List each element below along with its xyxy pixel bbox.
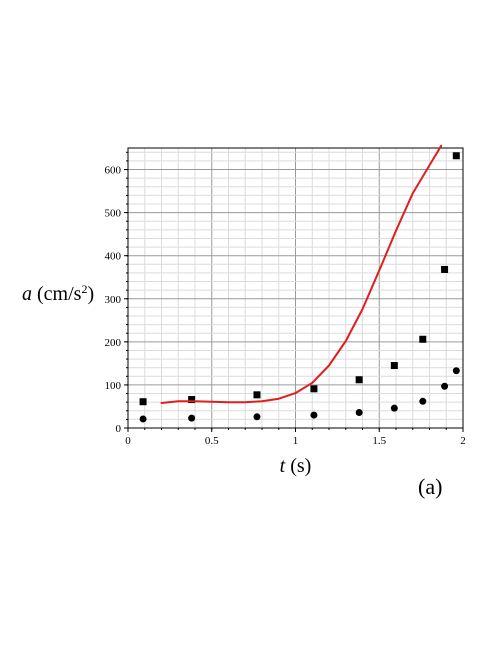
square-point [452,152,460,160]
y-tick-label: 500 [105,208,122,220]
y-axis-unit: (cm/s [32,283,82,305]
square-point [253,391,261,399]
circle-point [390,404,398,412]
y-tick-label: 300 [105,294,122,306]
x-tick-label: 0 [125,435,131,447]
grid [127,148,464,429]
y-tick-label: 600 [105,165,122,177]
x-tick-label: 1.5 [372,435,386,447]
circle-point [355,408,363,416]
square-point [355,376,363,384]
circle-point [452,367,460,375]
x-tick-label: 0.5 [205,435,219,447]
series-1 [139,367,460,423]
circle-point [441,382,449,390]
y-axis-exponent: 2 [81,282,87,296]
y-tick-label: 200 [105,337,122,349]
circle-point [310,411,318,419]
circle-point [419,397,427,405]
x-axis-symbol: t [280,455,286,477]
x-axis-unit: (s) [285,455,311,477]
circle-point [188,414,196,422]
square-point [419,335,427,343]
x-axis-label: t (s) [280,455,312,477]
x-tick-label: 2 [460,435,466,447]
series-layer [139,144,460,423]
y-tick-label: 100 [105,380,122,392]
panel-label: (a) [418,474,442,499]
square-point [441,265,449,273]
square-point [139,398,147,406]
circle-point [253,413,261,421]
series-2 [160,144,443,404]
fit-curve [160,144,443,404]
y-axis-symbol: a [22,283,32,305]
square-point [390,362,398,370]
y-tick-label: 400 [105,251,122,263]
square-point [310,385,318,393]
y-axis-label: a (cm/s2) [22,282,94,305]
y-axis-unit-close: ) [87,283,94,305]
x-tick-label: 1 [293,435,299,447]
axes: 0 0.5 1 1.5 2 0 100 200 300 400 500 600 [105,148,466,447]
y-tick-label: 0 [116,423,122,435]
series-0 [139,152,460,406]
circle-point [139,415,147,423]
square-point [188,396,196,404]
